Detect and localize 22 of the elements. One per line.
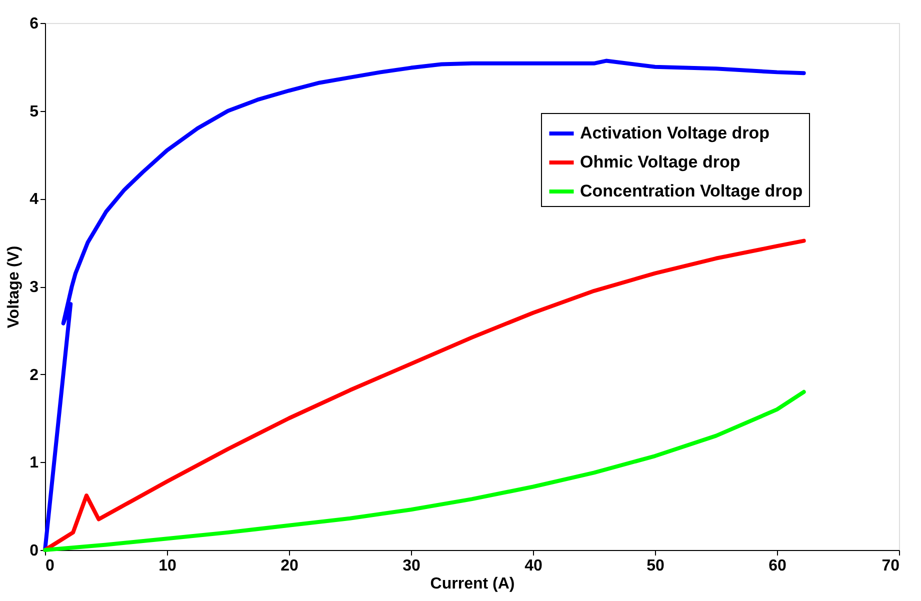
legend-label: Concentration Voltage drop [580, 182, 803, 200]
line-series [43, 58, 806, 552]
x-tick-label: 40 [524, 558, 542, 574]
x-tick-label: 30 [402, 558, 420, 574]
x-tick-label: 70 [882, 558, 900, 574]
y-tick-label: 5 [30, 103, 39, 120]
y-tick-label: 6 [30, 16, 39, 32]
x-axis-title: Current (A) [430, 576, 515, 592]
x-tick-label: 10 [158, 558, 176, 574]
x-tick-label: 50 [646, 558, 664, 574]
y-axis-title: Voltage (V) [6, 246, 23, 328]
x-tick-label: 20 [280, 558, 298, 574]
x-tick-label: 0 [46, 558, 54, 574]
y-tick-label: 1 [30, 454, 39, 472]
legend-label: Activation Voltage drop [580, 124, 770, 142]
legend-label: Ohmic Voltage drop [580, 152, 740, 172]
line-series [43, 390, 806, 552]
y-tick-label: 3 [30, 279, 39, 296]
x-tick-label: 60 [768, 558, 786, 574]
y-tick-label: 0 [30, 542, 39, 560]
y-tick-label: 2 [30, 366, 39, 384]
y-tick-label: 4 [30, 191, 39, 208]
